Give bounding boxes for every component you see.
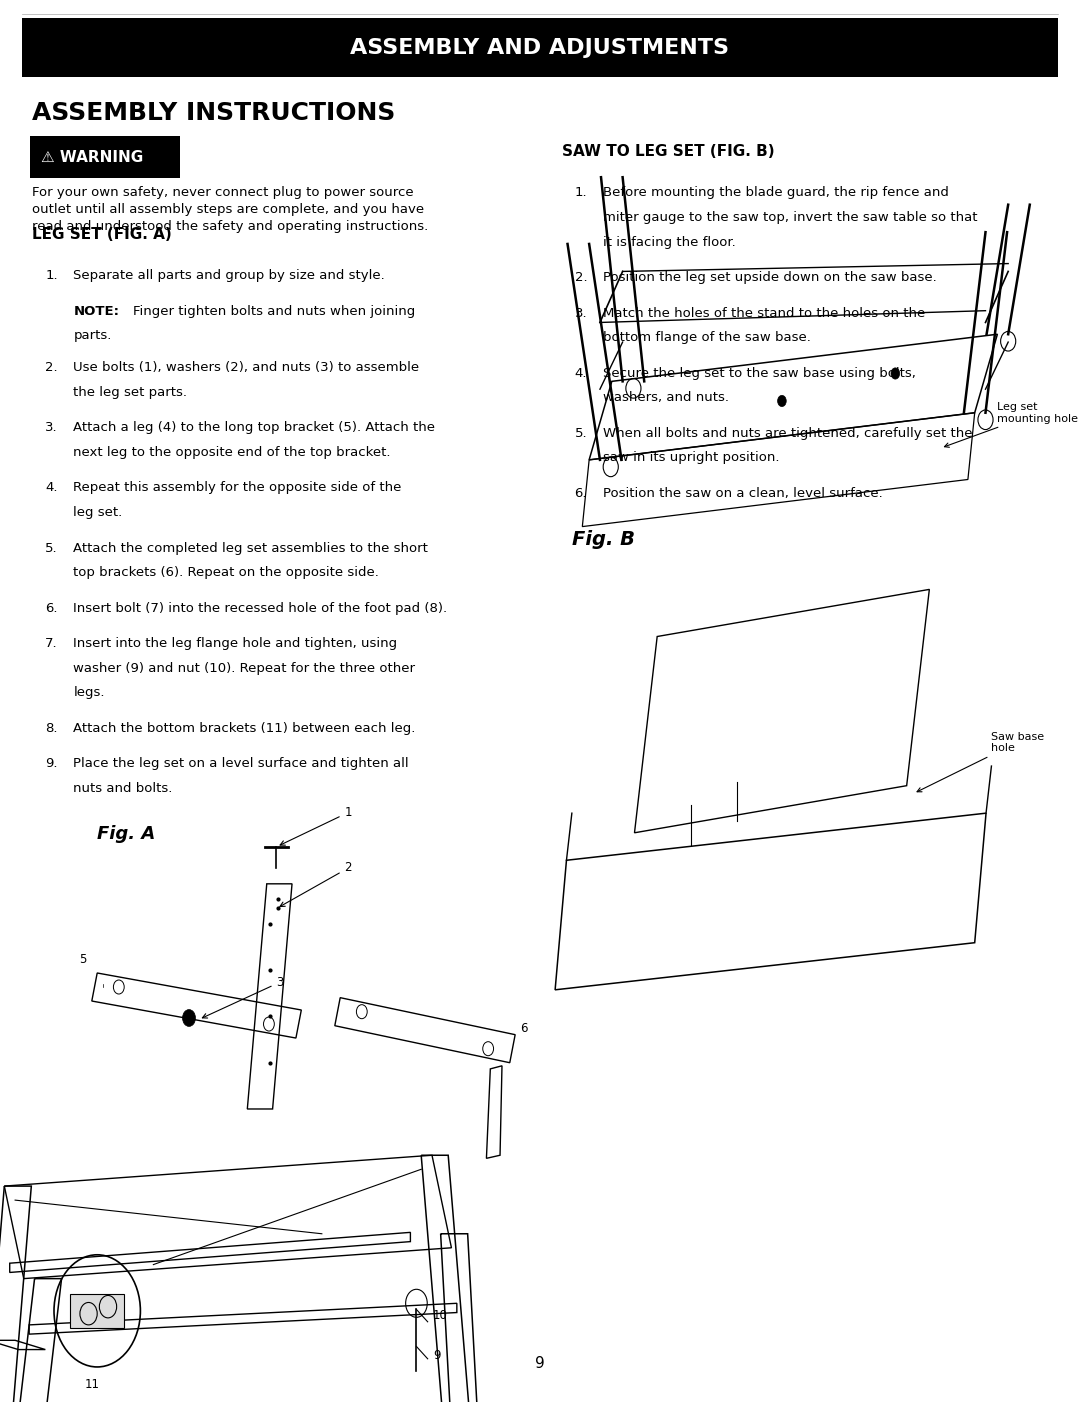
Text: Insert into the leg flange hole and tighten, using: Insert into the leg flange hole and tigh… — [73, 638, 397, 651]
Text: Use bolts (1), washers (2), and nuts (3) to assemble: Use bolts (1), washers (2), and nuts (3)… — [73, 362, 419, 374]
Text: 1.: 1. — [575, 186, 588, 199]
Text: legs.: legs. — [73, 687, 105, 700]
Text: 5.: 5. — [45, 541, 58, 555]
Text: 6.: 6. — [45, 601, 58, 614]
Text: Attach a leg (4) to the long top bracket (5). Attach the: Attach a leg (4) to the long top bracket… — [73, 422, 435, 435]
Text: 9.: 9. — [45, 757, 58, 771]
Text: 3.: 3. — [45, 422, 58, 435]
Circle shape — [183, 1009, 195, 1026]
Text: 1: 1 — [280, 806, 352, 845]
Text: 2.: 2. — [45, 362, 58, 374]
FancyBboxPatch shape — [22, 18, 1058, 77]
Text: Secure the leg set to the saw base using bolts,: Secure the leg set to the saw base using… — [603, 367, 916, 380]
Text: 7.: 7. — [45, 638, 58, 651]
Text: 5: 5 — [79, 953, 86, 966]
Text: 6: 6 — [521, 1022, 528, 1035]
Text: washers, and nuts.: washers, and nuts. — [603, 391, 729, 404]
Text: Insert bolt (7) into the recessed hole of the foot pad (8).: Insert bolt (7) into the recessed hole o… — [73, 601, 447, 614]
Text: nuts and bolts.: nuts and bolts. — [73, 782, 173, 795]
Text: 9: 9 — [535, 1356, 545, 1371]
Text: 4.: 4. — [575, 367, 588, 380]
Text: For your own safety, never connect plug to power source
outlet until all assembl: For your own safety, never connect plug … — [32, 186, 429, 234]
Text: the leg set parts.: the leg set parts. — [73, 386, 188, 398]
Text: leg set.: leg set. — [73, 506, 123, 519]
Text: 6.: 6. — [575, 486, 588, 501]
Text: ⚠ WARNING: ⚠ WARNING — [41, 150, 144, 164]
Text: Fig. B: Fig. B — [572, 530, 635, 548]
Text: NOTE:: NOTE: — [73, 304, 120, 318]
FancyBboxPatch shape — [30, 136, 180, 178]
Text: ASSEMBLY INSTRUCTIONS: ASSEMBLY INSTRUCTIONS — [32, 101, 395, 125]
Text: it is facing the floor.: it is facing the floor. — [603, 236, 735, 248]
Text: 2: 2 — [280, 861, 352, 907]
Text: Attach the completed leg set assemblies to the short: Attach the completed leg set assemblies … — [73, 541, 429, 555]
Text: 11: 11 — [84, 1378, 99, 1391]
Text: bottom flange of the saw base.: bottom flange of the saw base. — [603, 331, 810, 345]
Text: parts.: parts. — [73, 329, 112, 342]
Text: Position the leg set upside down on the saw base.: Position the leg set upside down on the … — [603, 271, 936, 285]
Text: Match the holes of the stand to the holes on the: Match the holes of the stand to the hole… — [603, 307, 924, 320]
Text: miter gauge to the saw top, invert the saw table so that: miter gauge to the saw top, invert the s… — [603, 210, 977, 224]
Text: Fig. A: Fig. A — [97, 824, 156, 843]
Text: LEG SET (FIG. A): LEG SET (FIG. A) — [32, 227, 172, 243]
Text: 1.: 1. — [45, 269, 58, 282]
Bar — [70, 1294, 124, 1328]
Text: Before mounting the blade guard, the rip fence and: Before mounting the blade guard, the rip… — [603, 186, 948, 199]
Circle shape — [778, 395, 786, 407]
Text: Position the saw on a clean, level surface.: Position the saw on a clean, level surfa… — [603, 486, 882, 501]
Text: When all bolts and nuts are tightened, carefully set the: When all bolts and nuts are tightened, c… — [603, 428, 972, 440]
Text: 2.: 2. — [575, 271, 588, 285]
Text: 9: 9 — [433, 1349, 441, 1363]
Text: Attach the bottom brackets (11) between each leg.: Attach the bottom brackets (11) between … — [73, 722, 416, 735]
Text: Separate all parts and group by size and style.: Separate all parts and group by size and… — [73, 269, 386, 282]
Text: top brackets (6). Repeat on the opposite side.: top brackets (6). Repeat on the opposite… — [73, 566, 379, 579]
Text: ASSEMBLY AND ADJUSTMENTS: ASSEMBLY AND ADJUSTMENTS — [351, 38, 729, 57]
Text: next leg to the opposite end of the top bracket.: next leg to the opposite end of the top … — [73, 446, 391, 458]
Text: 8.: 8. — [45, 722, 58, 735]
Text: 10: 10 — [433, 1309, 448, 1322]
Text: Repeat this assembly for the opposite side of the: Repeat this assembly for the opposite si… — [73, 481, 402, 495]
Circle shape — [891, 367, 900, 379]
Text: Saw base
hole: Saw base hole — [917, 732, 1043, 792]
Text: washer (9) and nut (10). Repeat for the three other: washer (9) and nut (10). Repeat for the … — [73, 662, 416, 674]
Text: SAW TO LEG SET (FIG. B): SAW TO LEG SET (FIG. B) — [562, 144, 774, 160]
Text: Finger tighten bolts and nuts when joining: Finger tighten bolts and nuts when joini… — [133, 304, 415, 318]
Text: 4.: 4. — [45, 481, 58, 495]
Text: saw in its upright position.: saw in its upright position. — [603, 451, 779, 464]
Text: 5.: 5. — [575, 428, 588, 440]
Text: 3: 3 — [202, 976, 284, 1018]
Text: 3.: 3. — [575, 307, 588, 320]
Text: Place the leg set on a level surface and tighten all: Place the leg set on a level surface and… — [73, 757, 409, 771]
Text: Leg set
mounting hole: Leg set mounting hole — [944, 402, 1079, 447]
